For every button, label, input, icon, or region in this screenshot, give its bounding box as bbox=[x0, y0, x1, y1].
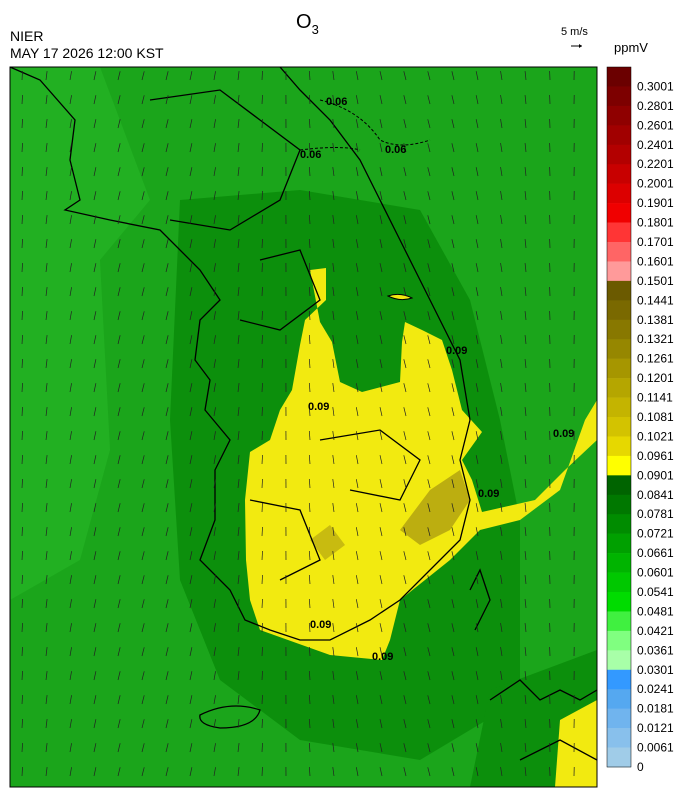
contour-label: 0.09 bbox=[446, 345, 467, 357]
colorbar-label: 0.0481 bbox=[637, 604, 674, 618]
colorbar-label: 0.1201 bbox=[637, 371, 674, 385]
colorbar-segment bbox=[607, 670, 631, 690]
colorbar-unit: ppmV bbox=[614, 40, 648, 55]
colorbar-segment bbox=[607, 86, 631, 106]
title: O3 bbox=[296, 11, 319, 37]
colorbar-label: 0.1901 bbox=[637, 196, 674, 210]
colorbar-label: 0.1701 bbox=[637, 235, 674, 249]
colorbar-segment bbox=[607, 689, 631, 709]
colorbar-segment bbox=[607, 534, 631, 554]
colorbar-label: 0.0601 bbox=[637, 566, 674, 580]
colorbar-label: 0.0961 bbox=[637, 449, 674, 463]
colorbar-label: 0.1381 bbox=[637, 313, 674, 327]
contour-label: 0.06 bbox=[385, 144, 406, 156]
colorbar-label: 0.0901 bbox=[637, 468, 674, 482]
contour-label: 0.06 bbox=[326, 96, 347, 108]
colorbar-segment bbox=[607, 592, 631, 612]
colorbar-segment bbox=[607, 748, 631, 768]
colorbar-segment bbox=[607, 398, 631, 418]
contour-label: 0.09 bbox=[553, 428, 574, 440]
colorbar-segment bbox=[607, 106, 631, 126]
colorbar-label: 0.2801 bbox=[637, 99, 674, 113]
colorbar-label: 0.0661 bbox=[637, 546, 674, 560]
colorbar-label: 0.0181 bbox=[637, 702, 674, 716]
colorbar-label: 0.2401 bbox=[637, 138, 674, 152]
colorbar-segment bbox=[607, 359, 631, 379]
colorbar-segment bbox=[607, 475, 631, 495]
title-main: O bbox=[296, 11, 312, 33]
map: 0.06 0.06 0.06 0.09 0.09 0.09 0.09 0.09 0.09 bbox=[10, 67, 597, 790]
colorbar-label: 0.0781 bbox=[637, 507, 674, 521]
contour-label: 0.09 bbox=[478, 488, 499, 500]
colorbar-segment bbox=[607, 553, 631, 573]
colorbar-segment bbox=[607, 378, 631, 398]
colorbar-label: 0.1501 bbox=[637, 274, 674, 288]
datetime: MAY 17 2026 12:00 KST bbox=[10, 45, 164, 61]
colorbar-label: 0.2001 bbox=[637, 177, 674, 191]
colorbar-label: 0.1441 bbox=[637, 293, 674, 307]
colorbar-segment bbox=[607, 436, 631, 456]
wind-ref-head bbox=[579, 44, 582, 48]
colorbar-label: 0.1081 bbox=[637, 410, 674, 424]
colorbar-label: 0.0361 bbox=[637, 643, 674, 657]
colorbar-segment bbox=[607, 261, 631, 281]
colorbar-label: 0.1601 bbox=[637, 254, 674, 268]
colorbar: 0.3001 0.2801 0.2601 0.2401 0.2201 0.2001 0.19… bbox=[607, 67, 674, 774]
colorbar-label: 0.1141 bbox=[637, 391, 673, 405]
colorbar-label: 0.0121 bbox=[637, 721, 674, 735]
colorbar-segment bbox=[607, 320, 631, 340]
colorbar-segment bbox=[607, 514, 631, 534]
colorbar-segment bbox=[607, 728, 631, 748]
colorbar-label: 0.3001 bbox=[637, 79, 674, 93]
colorbar-segment bbox=[607, 300, 631, 320]
contour-label: 0.09 bbox=[308, 401, 329, 413]
colorbar-segment bbox=[607, 456, 631, 476]
colorbar-segment bbox=[607, 67, 631, 87]
colorbar-label: 0.0421 bbox=[637, 624, 674, 638]
colorbar-label: 0.2601 bbox=[637, 118, 674, 132]
colorbar-segment bbox=[607, 611, 631, 631]
colorbar-label: 0.0721 bbox=[637, 527, 674, 541]
contour-label: 0.09 bbox=[310, 619, 331, 631]
colorbar-label: 0.0841 bbox=[637, 488, 674, 502]
colorbar-label: 0.0241 bbox=[637, 682, 674, 696]
colorbar-segment bbox=[607, 223, 631, 243]
colorbar-segment bbox=[607, 281, 631, 301]
colorbar-label: 0.1261 bbox=[637, 352, 674, 366]
colorbar-segment bbox=[607, 417, 631, 437]
colorbar-label: 0.0061 bbox=[637, 741, 674, 755]
colorbar-label: 0.2201 bbox=[637, 157, 674, 171]
colorbar-segment bbox=[607, 339, 631, 359]
colorbar-label: 0.1021 bbox=[637, 429, 674, 443]
colorbar-segment bbox=[607, 145, 631, 165]
colorbar-segment bbox=[607, 573, 631, 593]
wind-ref-label: 5 m/s bbox=[561, 26, 588, 38]
colorbar-segment bbox=[607, 631, 631, 651]
colorbar-label: 0.1321 bbox=[637, 332, 674, 346]
contour-label: 0.06 bbox=[300, 149, 321, 161]
colorbar-label: 0.0541 bbox=[637, 585, 674, 599]
colorbar-label: 0.0301 bbox=[637, 663, 674, 677]
colorbar-segment bbox=[607, 495, 631, 515]
colorbar-label: 0 bbox=[637, 760, 644, 774]
colorbar-segment bbox=[607, 164, 631, 184]
colorbar-segment bbox=[607, 650, 631, 670]
agency: NIER bbox=[10, 28, 43, 44]
colorbar-segment bbox=[607, 709, 631, 729]
colorbar-segment bbox=[607, 184, 631, 204]
colorbar-segment bbox=[607, 242, 631, 262]
colorbar-label: 0.1801 bbox=[637, 216, 674, 230]
contour-label: 0.09 bbox=[372, 651, 393, 663]
title-sub: 3 bbox=[312, 22, 319, 37]
colorbar-segment bbox=[607, 203, 631, 223]
colorbar-segment bbox=[607, 125, 631, 145]
